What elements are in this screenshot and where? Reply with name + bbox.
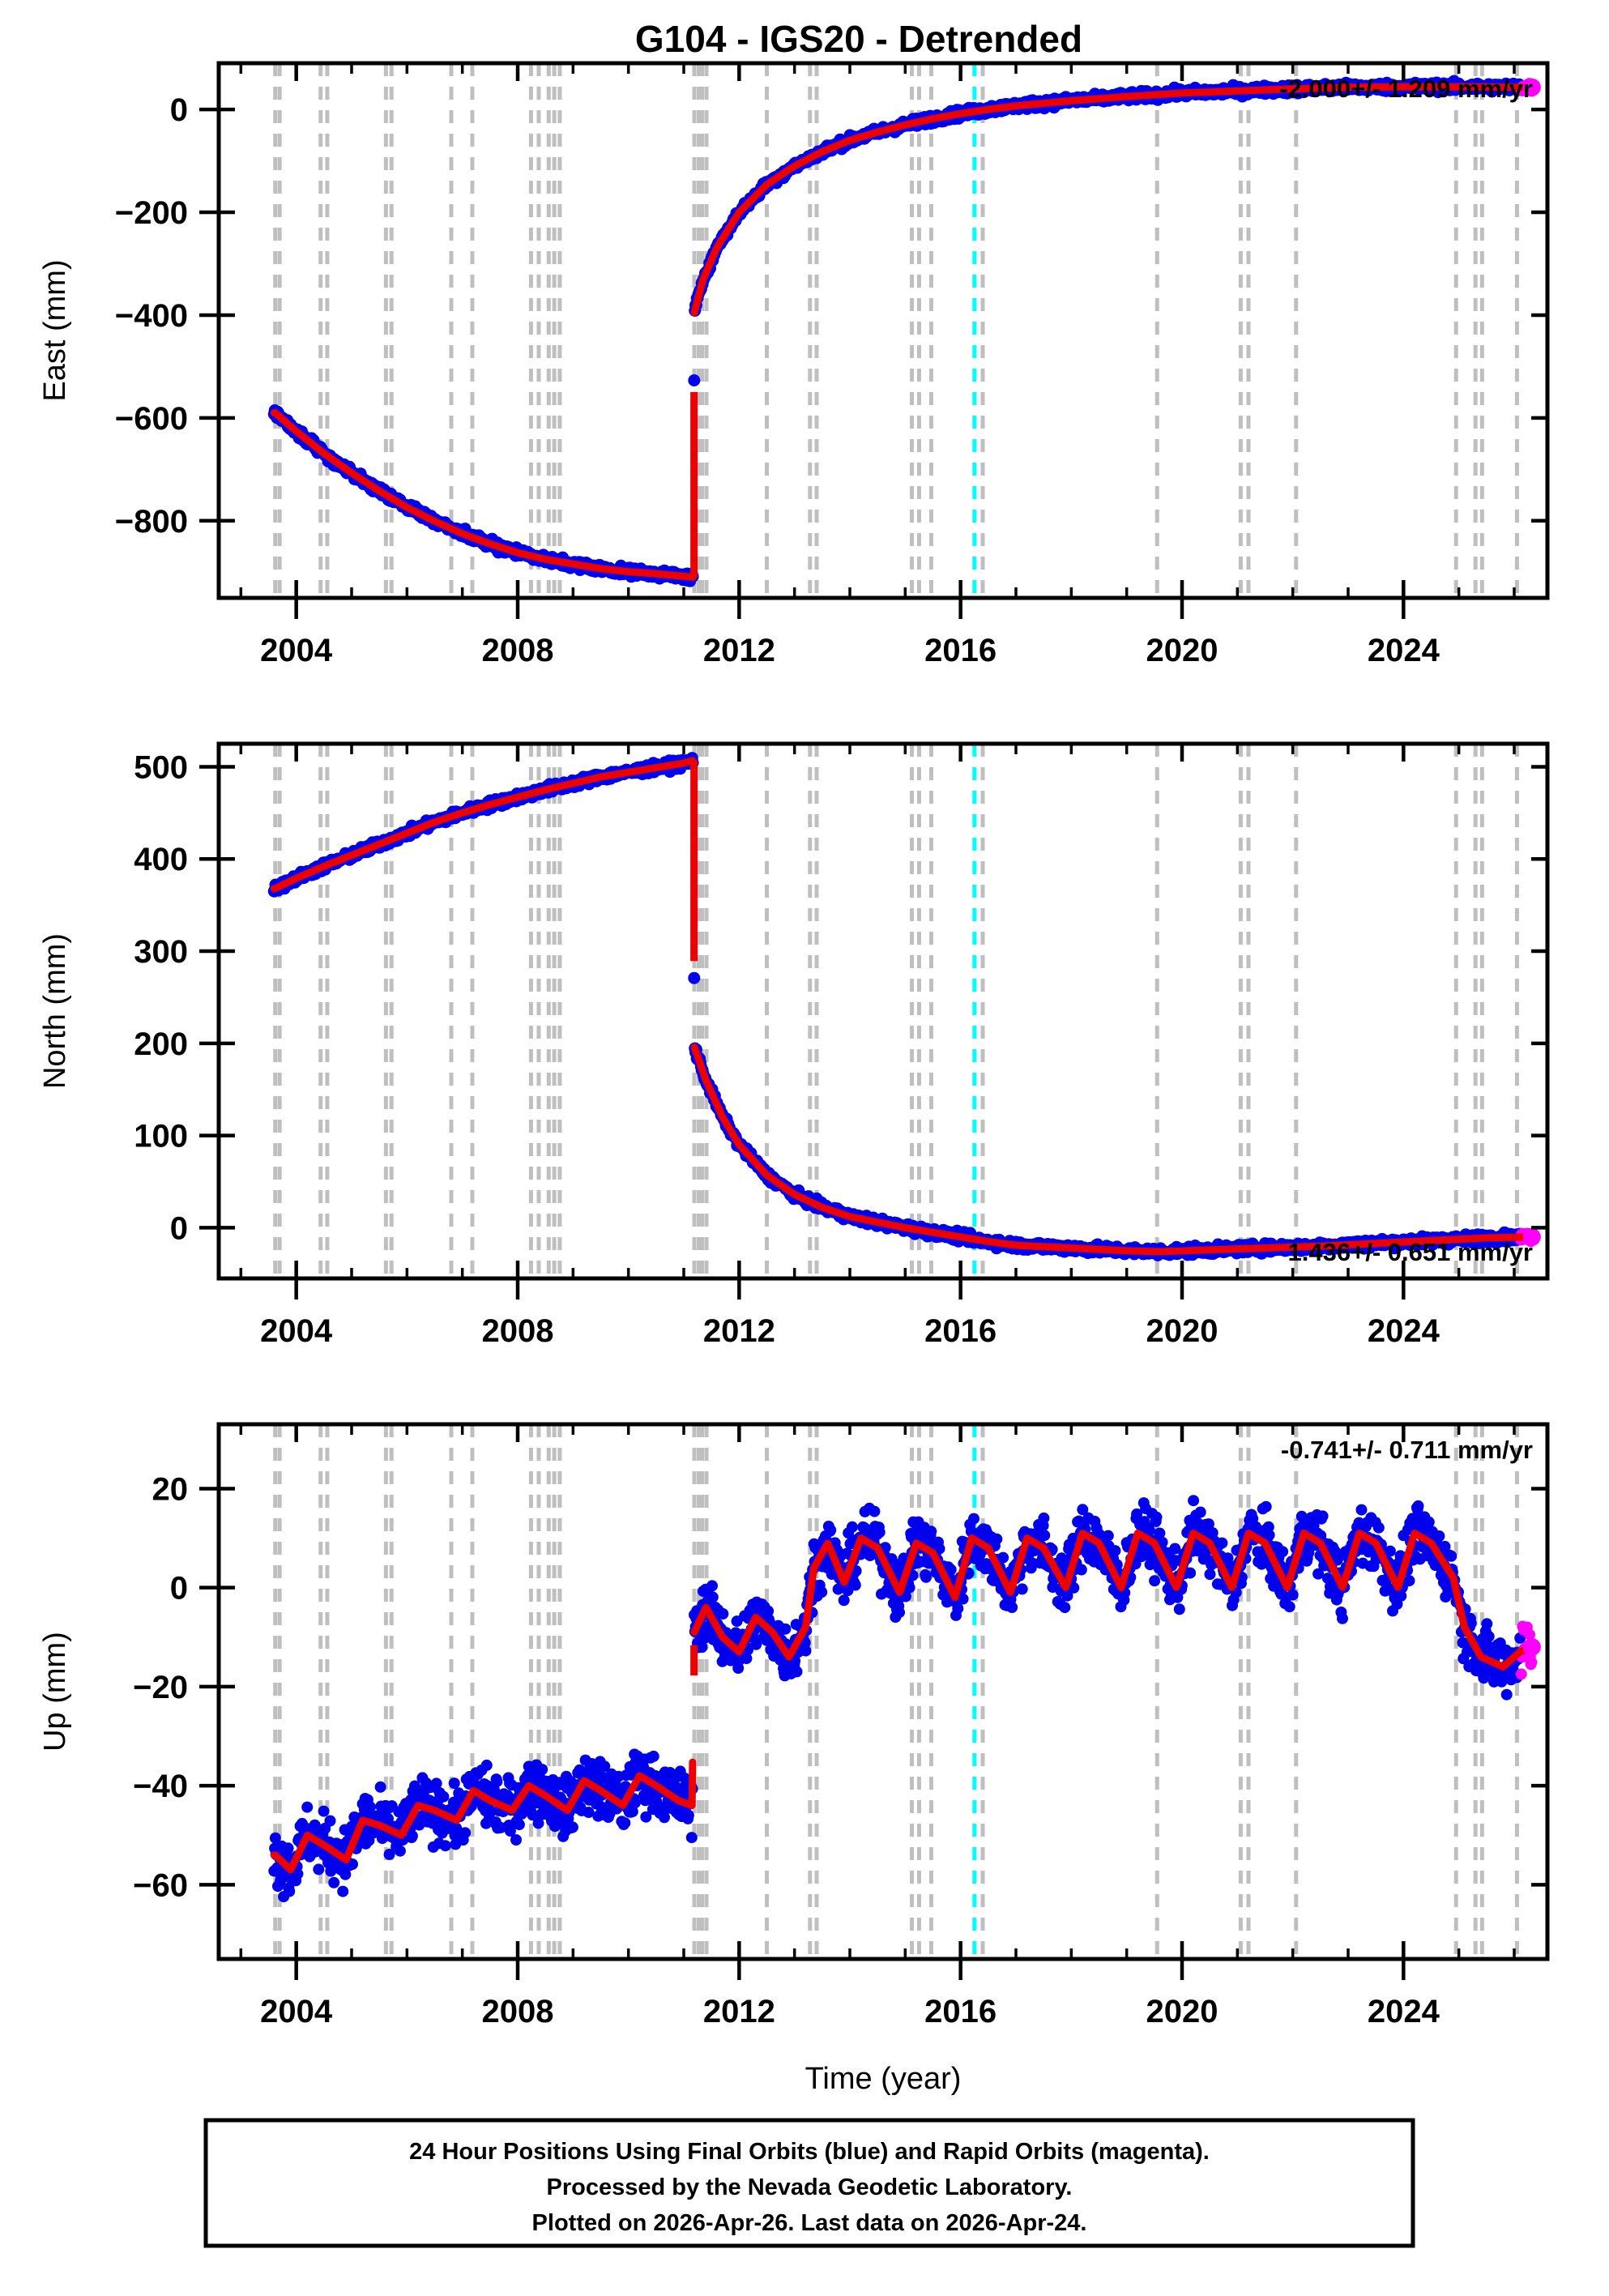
data-point [619,1817,631,1829]
data-point [437,1790,450,1803]
x-tick-label: 2004 [260,1313,333,1349]
x-tick-label: 2008 [482,1313,554,1349]
y-tick-label: 0 [170,1210,188,1246]
y-tick-label: 500 [134,749,188,785]
y-tick-label: −200 [115,195,188,231]
data-point [816,1586,828,1598]
x-tick-label: 2008 [482,633,554,668]
data-point [394,1845,406,1857]
data-point [480,1759,493,1771]
y-tick-label: 100 [134,1119,188,1154]
y-tick-label: 300 [134,934,188,970]
data-point [647,1750,659,1762]
x-tick-label: 2012 [703,633,775,668]
y-tick-label: 0 [170,92,188,128]
x-tick-label: 2024 [1368,1313,1440,1349]
data-point [301,1801,314,1813]
data-point [659,1812,670,1824]
x-tick-label: 2016 [924,1313,997,1349]
data-point [491,1776,503,1787]
data-point [846,1521,858,1533]
data-point [374,1781,386,1793]
data-point [448,1777,460,1790]
data-point [706,1591,719,1603]
data-point [717,1608,729,1620]
data-point [406,1830,418,1842]
data-point [873,1526,886,1538]
data-point [510,1834,522,1846]
y-axis-label-north: North (mm) [38,933,72,1089]
data-point [682,1809,694,1821]
x-tick-label: 2024 [1368,633,1440,668]
data-point [791,1666,803,1678]
data-point [894,1607,905,1619]
data-point [566,1821,578,1833]
y-tick-label: −400 [115,298,188,334]
data-point [920,1571,932,1583]
data-point [629,1797,641,1809]
data-point [685,1832,698,1844]
x-tick-label: 2004 [260,633,333,668]
rate-annotation-north: 1.436+/- 0.651 mm/yr [1288,1238,1533,1266]
data-point [282,1842,294,1854]
equipment-break-lines [273,63,1519,598]
data-point [800,1645,812,1657]
data-point [536,1764,548,1776]
panel-east: 2004 2008 2012 2016 2020 2024 0 −200 −400 −600 −80… [38,61,1550,668]
data-point [706,1580,718,1592]
data-point [925,1526,937,1538]
data-point [838,1594,850,1607]
data-point [688,971,701,984]
x-tick-label: 2020 [1146,633,1218,668]
data-point [324,1815,336,1827]
data-point [318,1805,330,1817]
data-point [337,1885,349,1897]
x-tick-label: 2016 [924,633,997,668]
y-tick-label: −600 [115,401,188,437]
data-point [688,374,701,386]
x-tick-label: 2012 [703,1313,775,1349]
data-point [869,1505,881,1517]
data-point [313,1863,325,1876]
data-point [459,1827,472,1839]
panels-container: 2004 2008 2012 2016 2020 2024 0 −200 −400 −600 −80… [38,61,1550,2096]
page-title: G104 - IGS20 - Detrended [635,18,1082,60]
data-point [513,1819,525,1831]
y-tick-label: 200 [134,1026,188,1062]
y-tick-label: 400 [134,842,188,877]
y-tick-label: −800 [115,504,188,540]
y-axis-label-east: East (mm) [38,259,72,401]
data-point [439,1840,451,1852]
rate-annotation-east: -2.000+/- 1.209 mm/yr [1279,75,1533,103]
data-point [284,1885,296,1897]
data-point [825,1524,837,1536]
data-point [328,1876,340,1888]
data-point [849,1579,861,1591]
x-tick-label: 2020 [1146,1313,1218,1349]
data-point [779,1623,792,1635]
